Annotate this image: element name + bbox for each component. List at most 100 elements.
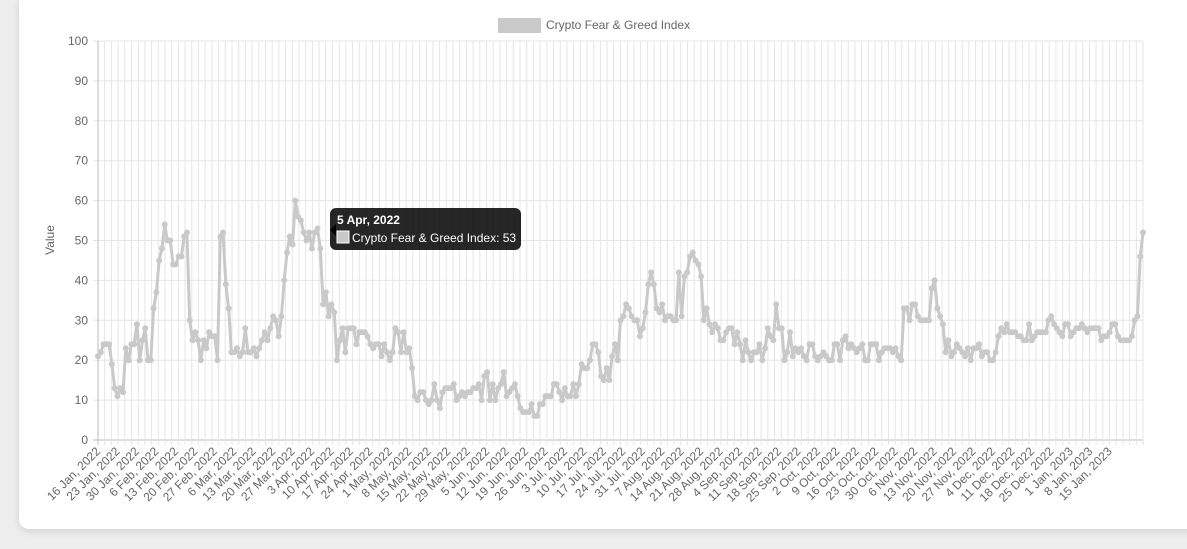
data-point[interactable] xyxy=(595,349,602,356)
data-point[interactable] xyxy=(395,329,402,336)
data-point[interactable] xyxy=(500,369,507,376)
data-point[interactable] xyxy=(842,333,849,340)
data-point[interactable] xyxy=(297,217,304,224)
data-point[interactable] xyxy=(150,305,157,312)
data-point[interactable] xyxy=(186,317,193,324)
data-point[interactable] xyxy=(645,281,652,288)
data-point[interactable] xyxy=(258,337,265,344)
data-point[interactable] xyxy=(167,237,174,244)
data-point[interactable] xyxy=(873,341,880,348)
data-point[interactable] xyxy=(828,357,835,364)
data-point[interactable] xyxy=(903,305,910,312)
data-point[interactable] xyxy=(781,357,788,364)
data-point[interactable] xyxy=(192,329,199,336)
data-point[interactable] xyxy=(222,281,229,288)
data-point[interactable] xyxy=(139,337,146,344)
data-point[interactable] xyxy=(272,317,279,324)
data-point[interactable] xyxy=(350,325,357,332)
data-point[interactable] xyxy=(614,357,621,364)
data-point[interactable] xyxy=(967,357,974,364)
data-point[interactable] xyxy=(984,349,991,356)
data-point[interactable] xyxy=(106,341,113,348)
data-point[interactable] xyxy=(1140,229,1146,236)
data-point[interactable] xyxy=(639,325,646,332)
data-point[interactable] xyxy=(436,405,443,412)
data-point[interactable] xyxy=(197,357,204,364)
data-point[interactable] xyxy=(97,349,104,356)
data-point[interactable] xyxy=(431,381,438,388)
data-point[interactable] xyxy=(875,357,882,364)
data-point[interactable] xyxy=(731,341,738,348)
data-point[interactable] xyxy=(625,305,632,312)
data-point[interactable] xyxy=(233,345,240,352)
data-point[interactable] xyxy=(283,249,290,256)
data-point[interactable] xyxy=(553,381,560,388)
data-point[interactable] xyxy=(414,397,421,404)
data-point[interactable] xyxy=(111,385,118,392)
data-point[interactable] xyxy=(286,233,293,240)
data-point[interactable] xyxy=(133,321,140,328)
data-point[interactable] xyxy=(122,345,129,352)
data-point[interactable] xyxy=(770,337,777,344)
data-point[interactable] xyxy=(1059,333,1066,340)
data-point[interactable] xyxy=(114,393,121,400)
data-point[interactable] xyxy=(931,277,938,284)
data-point[interactable] xyxy=(334,357,341,364)
data-point[interactable] xyxy=(837,357,844,364)
data-point[interactable] xyxy=(1128,333,1135,340)
data-point[interactable] xyxy=(706,321,713,328)
data-point[interactable] xyxy=(787,329,794,336)
data-point[interactable] xyxy=(559,397,566,404)
data-point[interactable] xyxy=(762,345,769,352)
data-point[interactable] xyxy=(281,277,288,284)
data-point[interactable] xyxy=(178,253,185,260)
data-point[interactable] xyxy=(389,349,396,356)
data-point[interactable] xyxy=(606,377,613,384)
data-point[interactable] xyxy=(514,393,521,400)
data-point[interactable] xyxy=(225,305,232,312)
data-point[interactable] xyxy=(675,269,682,276)
data-point[interactable] xyxy=(539,401,546,408)
data-point[interactable] xyxy=(489,381,496,388)
data-point[interactable] xyxy=(773,301,780,308)
data-point[interactable] xyxy=(214,357,221,364)
data-point[interactable] xyxy=(250,345,257,352)
data-point[interactable] xyxy=(303,237,310,244)
data-point[interactable] xyxy=(183,229,190,236)
data-point[interactable] xyxy=(976,341,983,348)
data-point[interactable] xyxy=(486,397,493,404)
data-point[interactable] xyxy=(620,313,627,320)
data-point[interactable] xyxy=(381,341,388,348)
data-point[interactable] xyxy=(1134,313,1141,320)
data-point[interactable] xyxy=(1137,253,1144,260)
data-point[interactable] xyxy=(1001,329,1008,336)
data-point[interactable] xyxy=(242,325,249,332)
data-point[interactable] xyxy=(253,353,260,360)
data-point[interactable] xyxy=(158,245,165,252)
data-point[interactable] xyxy=(942,349,949,356)
data-point[interactable] xyxy=(375,341,382,348)
data-point[interactable] xyxy=(1106,329,1113,336)
data-point[interactable] xyxy=(420,389,427,396)
data-point[interactable] xyxy=(678,313,685,320)
data-point[interactable] xyxy=(928,285,935,292)
data-point[interactable] xyxy=(300,229,307,236)
data-point[interactable] xyxy=(648,269,655,276)
data-point[interactable] xyxy=(700,317,707,324)
data-point[interactable] xyxy=(964,345,971,352)
data-point[interactable] xyxy=(737,341,744,348)
data-point[interactable] xyxy=(1023,337,1030,344)
data-point[interactable] xyxy=(689,249,696,256)
data-point[interactable] xyxy=(939,321,946,328)
data-point[interactable] xyxy=(611,341,618,348)
data-point[interactable] xyxy=(306,229,313,236)
data-point[interactable] xyxy=(1095,325,1102,332)
data-point[interactable] xyxy=(864,357,871,364)
data-point[interactable] xyxy=(603,365,610,372)
data-point[interactable] xyxy=(322,289,329,296)
data-point[interactable] xyxy=(108,361,115,368)
data-point[interactable] xyxy=(314,225,321,232)
data-point[interactable] xyxy=(756,341,763,348)
data-point[interactable] xyxy=(789,353,796,360)
data-point[interactable] xyxy=(937,313,944,320)
